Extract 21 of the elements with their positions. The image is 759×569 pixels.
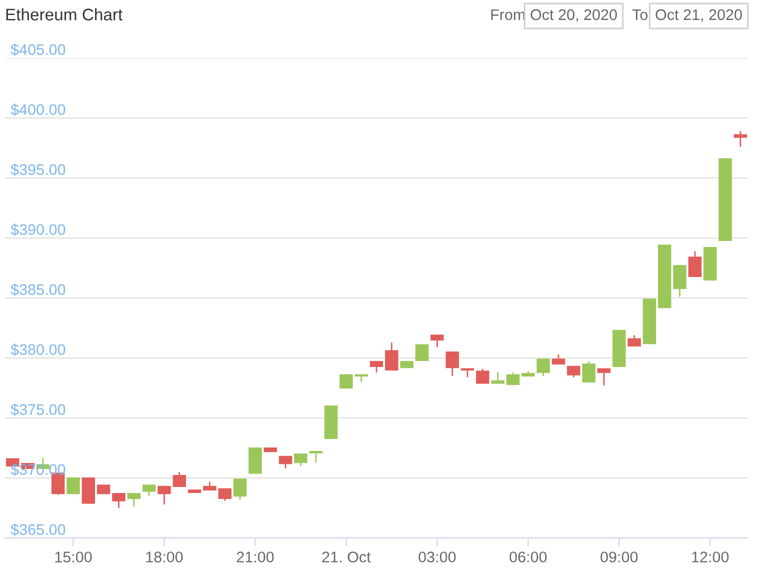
x-tick-label: 21. Oct — [322, 552, 371, 562]
y-tick-label: $365.00 — [10, 524, 66, 536]
x-tick-label: 21:00 — [236, 552, 274, 562]
text: To — [632, 9, 648, 20]
y-tick-label: $385.00 — [10, 284, 66, 296]
x-tick-label: 09:00 — [600, 552, 638, 562]
y-tick-label: $405.00 — [10, 44, 66, 56]
x-tick-label: 12:00 — [692, 552, 729, 562]
y-tick-label: $375.00 — [10, 404, 66, 416]
y-tick-label: $395.00 — [10, 164, 66, 176]
text: Oct 21, 2020 — [656, 9, 742, 22]
x-tick-label: 03:00 — [418, 552, 456, 562]
y-tick-label: $400.00 — [10, 104, 66, 116]
y-tick-label: $390.00 — [10, 224, 66, 236]
text: From — [491, 9, 525, 20]
x-tick-label: 18:00 — [146, 552, 183, 562]
text: Oct 20, 2020 — [530, 9, 617, 22]
x-tick-label: 06:00 — [510, 552, 547, 562]
y-tick-label: $380.00 — [10, 344, 66, 356]
x-tick-label: 15:00 — [55, 552, 92, 562]
chart-title: Ethereum Chart — [6, 8, 123, 20]
